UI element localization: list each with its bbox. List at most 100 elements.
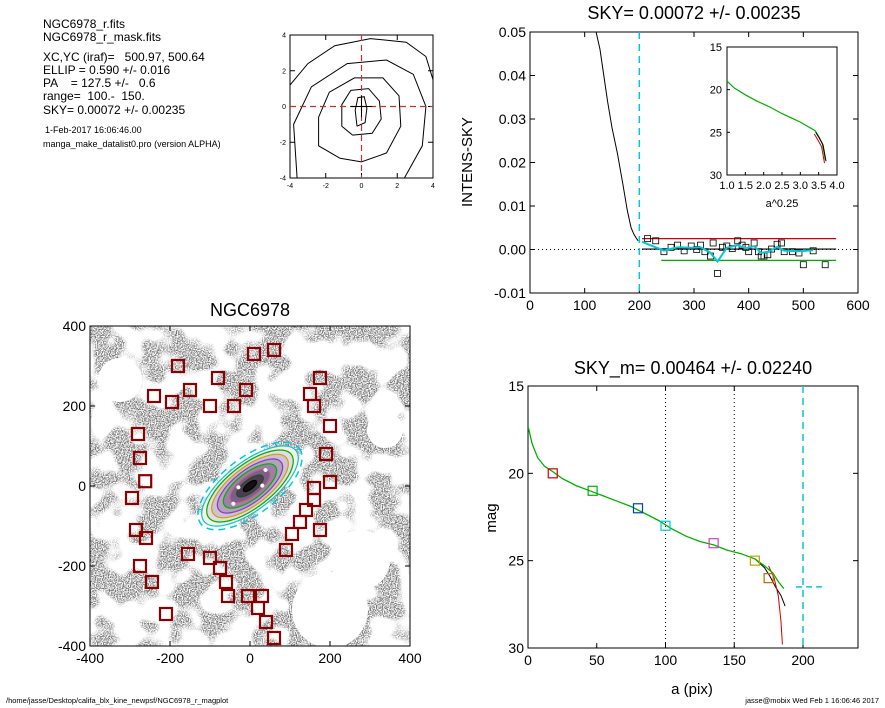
mag-marker	[763, 573, 774, 584]
sky-xtick-label: 0	[526, 297, 534, 313]
isophote-ellipse	[242, 479, 258, 493]
inset-xtick-label: 2.0	[756, 180, 771, 192]
mag-ytick-label: 25	[508, 553, 524, 569]
masked-star-dot	[263, 468, 268, 473]
sky-value: SKY= 0.00072 +/- 0.00235	[43, 102, 186, 117]
sky-ytick-label: 0.01	[499, 198, 526, 214]
mask-box	[322, 418, 338, 434]
mask-box	[306, 480, 322, 496]
contour-line	[293, 59, 427, 178]
mask-map-panel: NGC6978 -400 -200 0 200 400 -400 -200 0 200 400	[58, 300, 422, 666]
mask-box	[258, 614, 274, 630]
sky-annulus-ellipse	[197, 441, 303, 531]
sky-xtick-label: 600	[846, 297, 870, 313]
mag-xtick-label: 100	[654, 652, 678, 668]
sky-profile-title: SKY= 0.00072 +/- 0.00235	[587, 3, 800, 23]
mag-ytick-label: 30	[508, 640, 524, 656]
intensity-profile-line	[595, 32, 639, 242]
contour-ytick-label: -2	[280, 140, 286, 147]
sky-point	[795, 249, 803, 257]
info-block: NGC6978_r.fits NGC6978_r_mask.fits XC,YC…	[43, 17, 221, 151]
galaxy-isophotes	[197, 441, 303, 531]
map-xtick-label: -400	[76, 650, 104, 666]
sky-inset: 1.0 1.5 2.0 2.5 3.0 3.5 4.0 15 20 25 30 a^0.25	[710, 42, 845, 210]
contour-ytick-label: 4	[282, 33, 286, 40]
mask-box	[182, 382, 198, 398]
mag-profile-ylabel: mag	[483, 503, 500, 532]
contour-xtick-label: -2	[323, 183, 329, 190]
mag-marker	[660, 520, 671, 531]
contour-xtick-label: 4	[431, 183, 435, 190]
mask-box	[212, 560, 228, 576]
mask-box	[266, 630, 282, 646]
sky-point	[734, 237, 742, 245]
run-date: 1-Feb-2017 16:06:46.00	[45, 125, 142, 136]
mag-marker	[749, 555, 760, 566]
mask-box	[170, 358, 186, 374]
inset-xtick-label: 4.0	[829, 180, 844, 192]
mask-box	[130, 426, 146, 442]
mask-box	[138, 474, 153, 489]
mask-box	[210, 370, 226, 386]
mask-box	[132, 558, 148, 574]
mask-box	[144, 574, 160, 590]
inset-ytick-label: 15	[710, 42, 722, 54]
mask-box	[312, 370, 328, 386]
inset-xtick-label: 1.5	[738, 180, 753, 192]
mag-xtick-label: 0	[524, 652, 532, 668]
mask-box	[124, 490, 140, 506]
map-xtick-label: 200	[318, 650, 342, 666]
mask-box	[312, 522, 328, 538]
inset-ytick-label: 20	[710, 85, 722, 97]
sky-ytick-label: 0.02	[499, 155, 526, 171]
contour-xtick-label: 0	[360, 183, 364, 190]
sky-point	[719, 243, 726, 251]
mask-box	[138, 530, 154, 546]
masked-star-dot	[260, 483, 265, 488]
sky-point	[709, 239, 717, 247]
mask-box	[238, 382, 254, 398]
sky-point	[644, 235, 651, 243]
sky-xtick-label: 500	[792, 297, 816, 313]
contour-line	[341, 88, 382, 136]
mag-profile-xlabel: a (pix)	[671, 681, 713, 698]
mag-marker	[547, 468, 558, 479]
mag-xtick-label: 50	[589, 652, 605, 668]
mag-marker	[587, 485, 598, 496]
sky-point	[750, 239, 758, 247]
mag-xtick-label: 200	[791, 652, 815, 668]
mask-box	[132, 450, 148, 466]
sky-point	[687, 242, 695, 250]
mask-box	[146, 388, 162, 404]
mask-box	[298, 502, 314, 518]
mag-profile-title: SKY_m= 0.00464 +/- 0.02240	[574, 358, 812, 379]
sky-profile-panel: SKY= 0.00072 +/- 0.00235 INTENS-SKY 0 100…	[459, 3, 870, 313]
inset-xtick-label: 2.5	[774, 180, 789, 192]
mag-marker	[632, 503, 644, 514]
mask-box	[158, 606, 174, 622]
masked-star-dot	[231, 501, 236, 506]
contour-ytick-label: 2	[282, 68, 286, 75]
mask-box	[246, 346, 262, 362]
mag-profile-frame	[527, 385, 859, 649]
center-coordinates: XC,YC (iraf)= 500.97, 500.64	[43, 49, 205, 64]
sky-ytick-label: 0.04	[499, 68, 526, 84]
center-contour-panel: -4 -2 0 2 4 -4 -2 0 2 4	[280, 33, 435, 190]
inset-tail-black	[815, 132, 827, 162]
mag-profile-curve	[528, 426, 785, 590]
map-ytick-label: 200	[63, 398, 87, 414]
mask-box	[220, 588, 236, 604]
inset-ytick-label: 25	[710, 127, 722, 139]
map-ytick-label: -200	[58, 558, 86, 574]
sky-ytick-label: 0.05	[499, 24, 526, 40]
sky-ytick-label: 0.00	[499, 242, 526, 258]
file-image-name: NGC6978_r.fits	[43, 17, 126, 31]
sky-xtick-label: 200	[628, 297, 652, 313]
contour-ytick-label: 0	[282, 104, 286, 111]
mask-box	[302, 386, 318, 402]
sky-xtick-label: 400	[737, 297, 761, 313]
contour-ytick-label: -4	[280, 176, 286, 183]
mask-box	[240, 588, 256, 604]
ellipticity: ELLIP = 0.590 +/- 0.016	[43, 62, 171, 77]
